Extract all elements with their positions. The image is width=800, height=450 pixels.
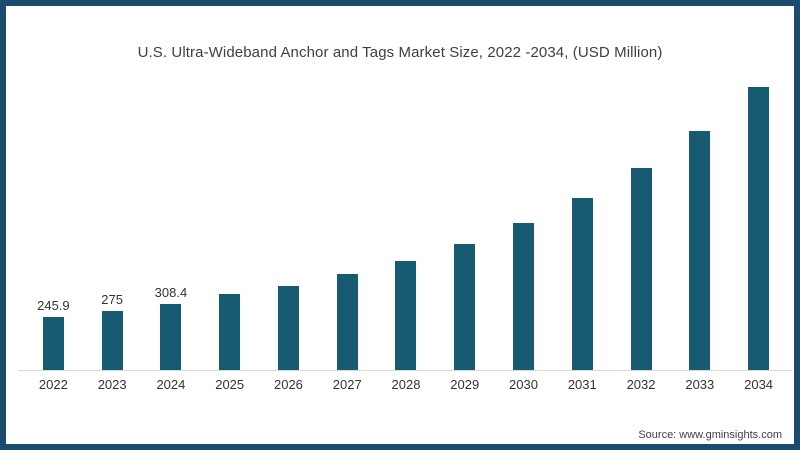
bar-slot-2028 [377,260,436,370]
bar-slot-2032 [612,167,671,370]
bar-slot-2033 [670,131,729,370]
bar-2031 [571,198,593,370]
x-tick-2026: 2026 [273,377,303,392]
x-tick-2029: 2029 [450,377,480,392]
x-tick-2028: 2028 [391,377,421,392]
bar-2027 [336,274,358,370]
bar-2034 [748,87,770,370]
bar-slot-2034 [729,87,788,370]
bar-2026 [277,285,299,370]
bar-slot-2030 [494,223,553,370]
bar-slot-2026 [259,285,318,370]
bar-2032 [630,167,652,370]
x-axis-labels: 2022 2023 2024 2025 2026 2027 2028 2029 2030 2031… [24,377,788,392]
bar-2025 [219,294,241,370]
data-label-2022: 245.9 [37,298,70,314]
x-tick-2023: 2023 [97,377,127,392]
bar-slot-2023: 275 [83,292,142,370]
bar-2030 [513,223,534,370]
bar-2024 [160,303,182,370]
bar-slot-2031 [553,198,612,370]
x-tick-2022: 2022 [38,377,68,392]
x-tick-2032: 2032 [626,377,656,392]
bar-slot-2027 [318,274,377,370]
x-tick-2027: 2027 [332,377,362,392]
bar-2022 [42,317,64,370]
x-tick-2031: 2031 [567,377,597,392]
bar-slot-2024: 308.4 [142,285,201,370]
bar-2023 [101,311,123,370]
bar-slot-2022: 245.9 [24,298,83,370]
bar-2029 [454,244,476,370]
x-axis-line [18,370,792,371]
bar-2033 [689,131,711,370]
source-text: Source: www.gminsights.com [638,429,782,441]
x-tick-2025: 2025 [215,377,245,392]
x-tick-2024: 2024 [156,377,186,392]
x-tick-2033: 2033 [685,377,715,392]
chart-title: U.S. Ultra-Wideband Anchor and Tags Mark… [137,44,663,61]
data-label-2024: 308.4 [154,284,188,300]
x-tick-2030: 2030 [509,377,538,392]
x-tick-2034: 2034 [744,377,774,392]
bar-slot-2025 [200,294,259,370]
bar-2028 [395,260,417,370]
bar-slot-2029 [435,244,494,370]
data-label-2023: 275 [101,292,123,308]
plot-area: 245.9 275 308.4 [24,70,788,370]
